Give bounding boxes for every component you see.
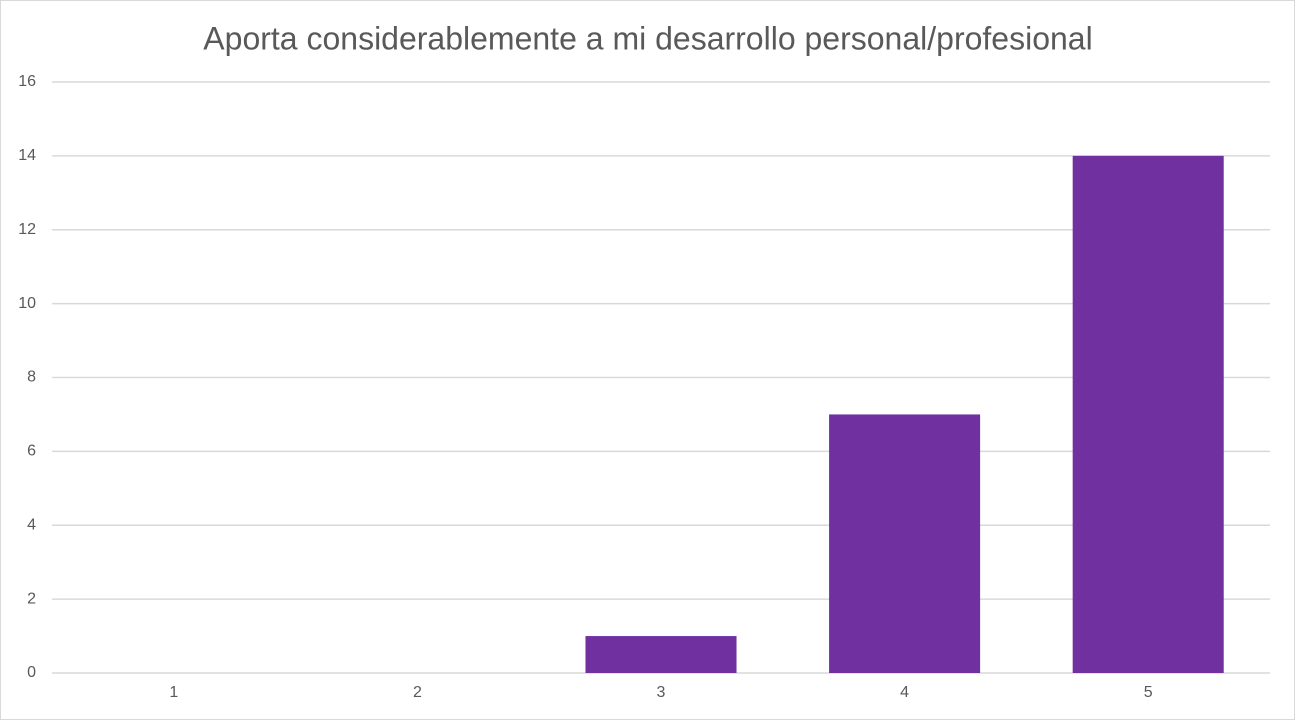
y-tick-label: 14	[18, 147, 36, 164]
x-tick-label: 5	[1144, 684, 1153, 701]
y-tick-label: 6	[27, 443, 36, 460]
bar	[1072, 155, 1224, 673]
y-tick-label: 0	[27, 664, 36, 681]
y-tick-label: 4	[27, 516, 36, 533]
y-tick-label: 10	[18, 295, 36, 312]
bar	[585, 636, 737, 673]
y-tick-label: 8	[27, 369, 36, 386]
chart-title: Aporta considerablemente a mi desarrollo…	[203, 20, 1092, 56]
x-tick-label: 2	[413, 684, 422, 701]
x-tick-label: 4	[900, 684, 909, 701]
y-tick-label: 16	[18, 73, 36, 90]
bar	[829, 414, 981, 673]
y-tick-label: 2	[27, 590, 36, 607]
x-tick-label: 3	[657, 684, 666, 701]
x-tick-label: 1	[169, 684, 178, 701]
y-tick-label: 12	[18, 221, 36, 238]
